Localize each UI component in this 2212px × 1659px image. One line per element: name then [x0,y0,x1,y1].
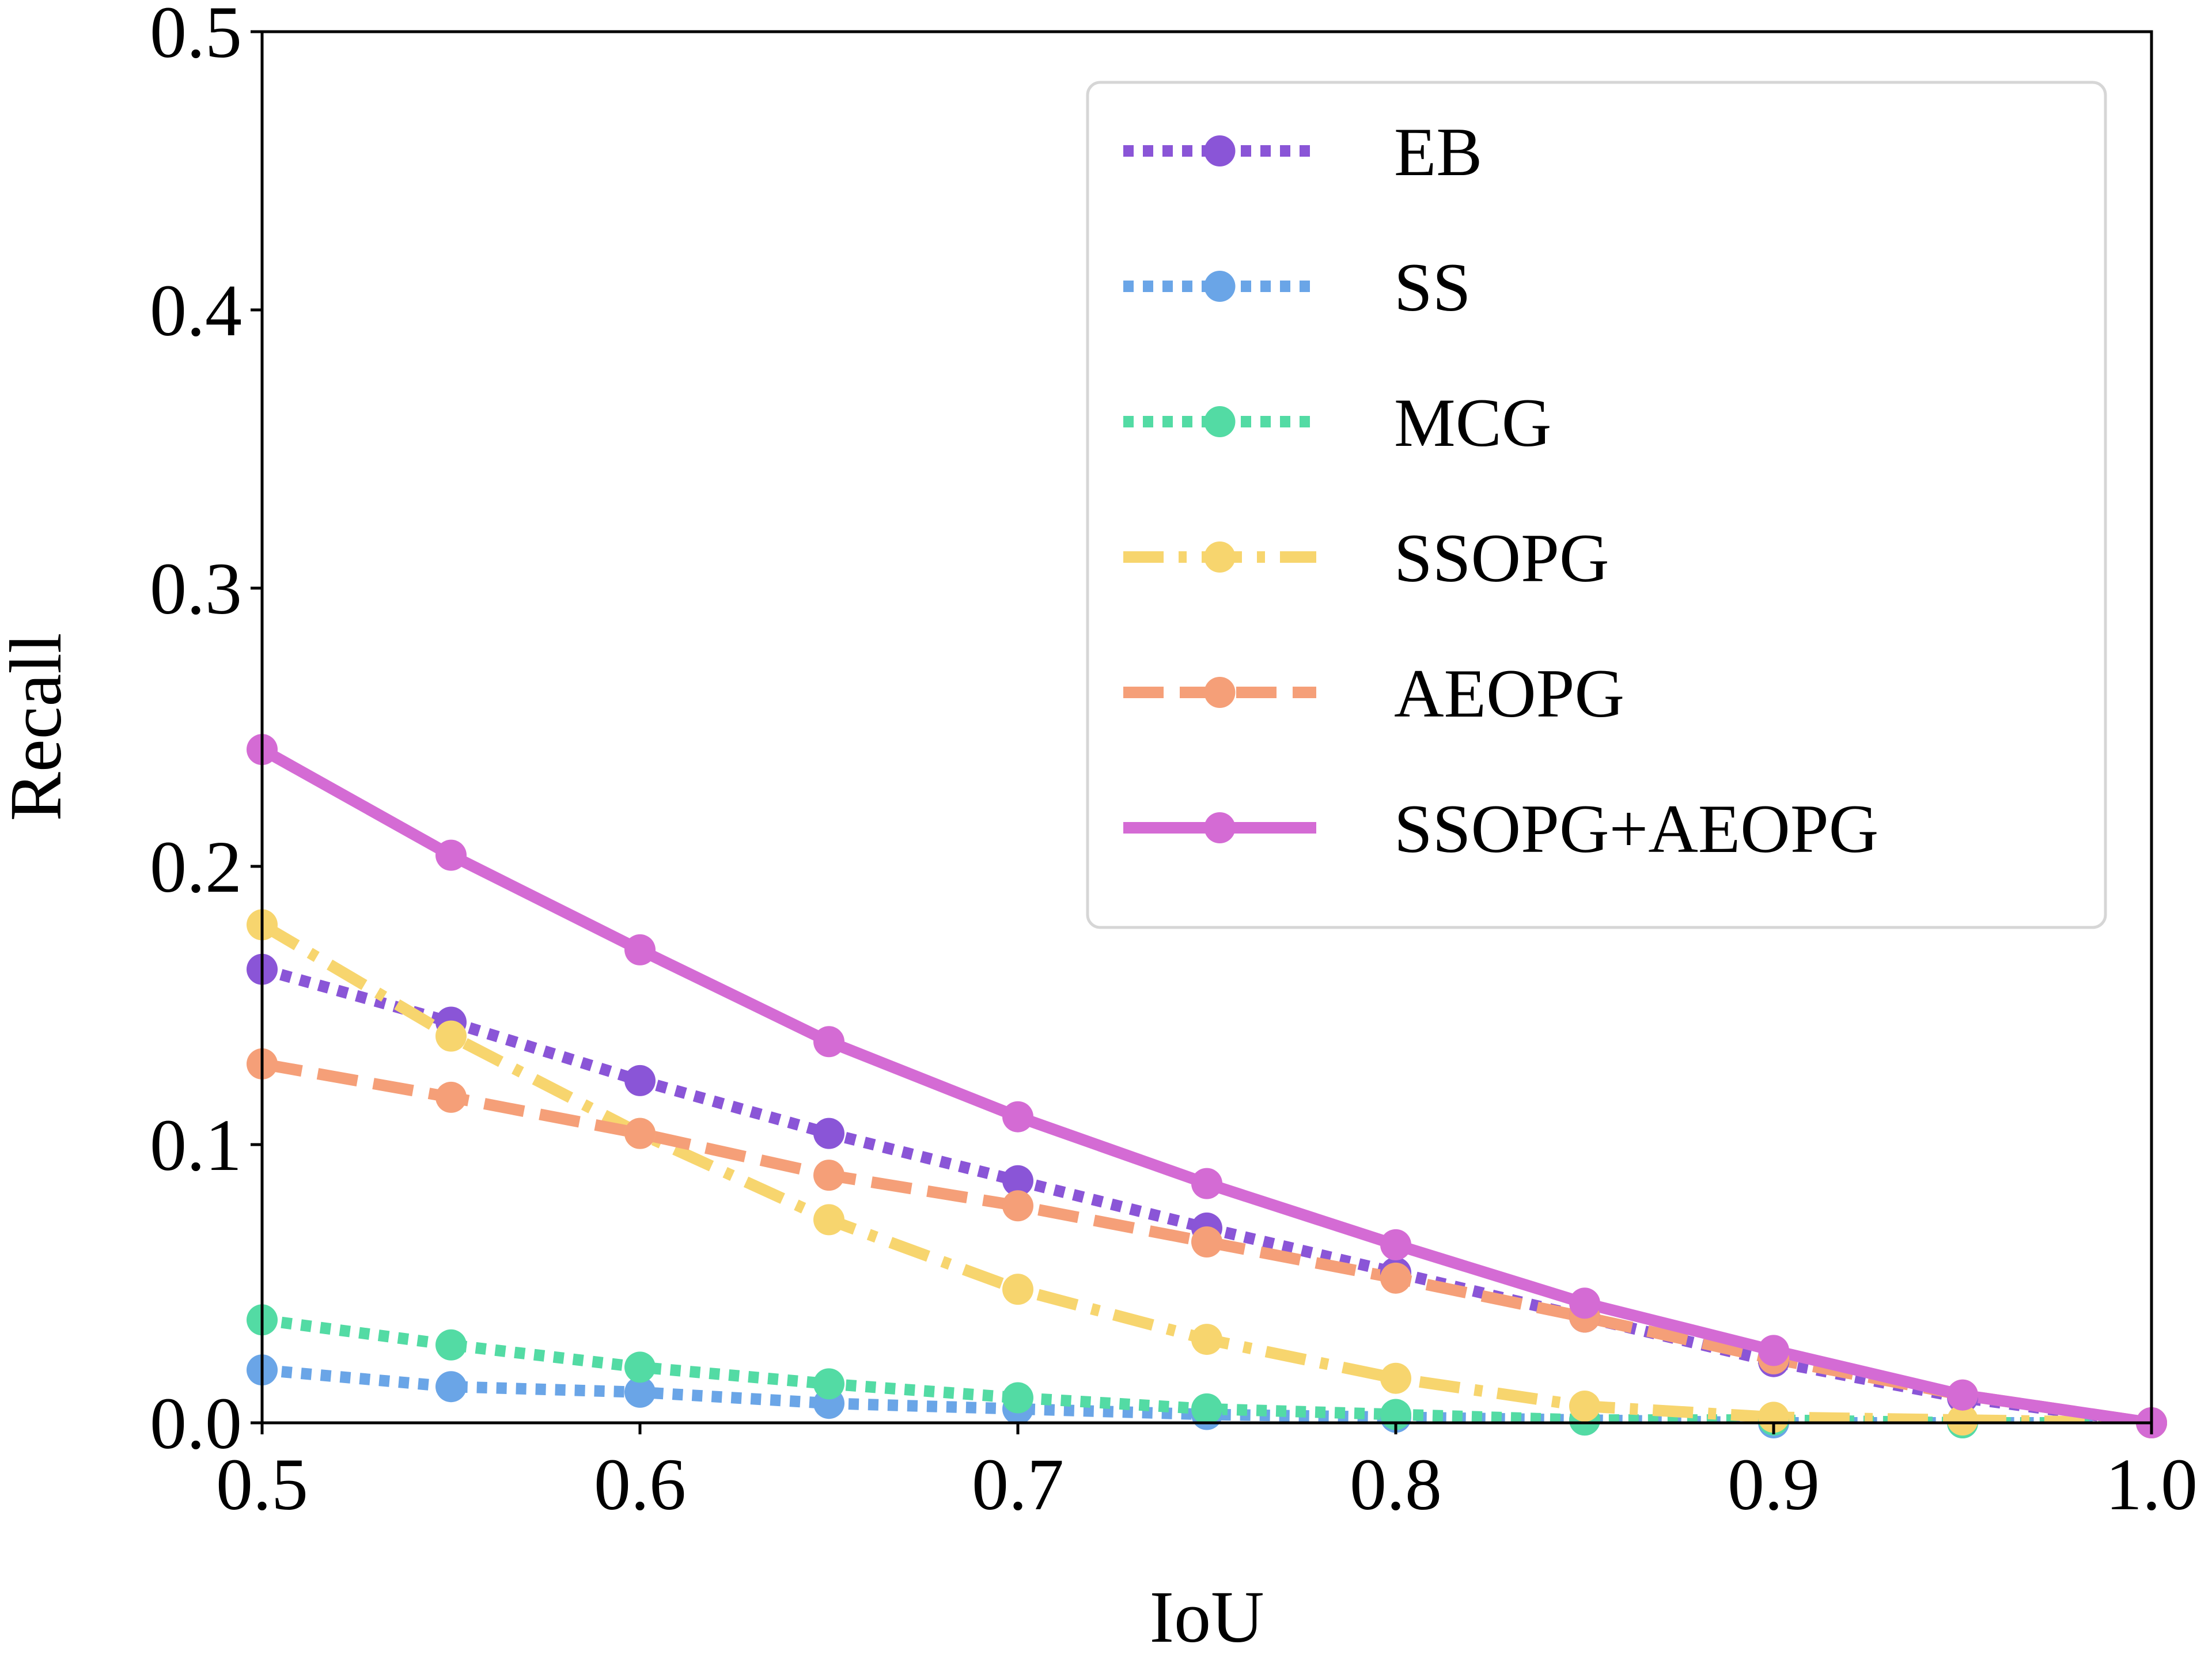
data-point-ssopg-aeopg [1191,1168,1222,1199]
data-point-ssopg-aeopg [1380,1229,1411,1260]
data-point-ssopg-aeopg [624,934,656,965]
data-point-ssopg [435,1020,467,1052]
y-axis-title: Recall [0,633,77,821]
legend: EB SS MCG SSOPG AEOPG SSOPG+AEOPG [1086,81,2107,929]
y-tick-label: 0.3 [150,548,242,630]
plot-frame [260,30,2153,1425]
data-point-ssopg [1758,1402,1789,1433]
x-tick-label: 0.7 [972,1444,1064,1525]
data-point-eb [1002,1165,1033,1196]
y-tick-label: 0.0 [150,1382,242,1464]
legend-label: SSOPG+AEOPG [1394,790,1878,867]
markers-layer [247,734,2167,1438]
data-point-ss [435,1371,467,1403]
x-tick-label: 0.8 [1350,1444,1442,1525]
data-point-ssopg-aeopg [1569,1287,1600,1319]
data-point-mcg [435,1329,467,1361]
legend-label: SS [1394,249,1471,325]
legend-swatch-marker [1204,541,1236,573]
data-point-ssopg [1191,1324,1222,1355]
data-point-ssopg-aeopg [813,1026,844,1058]
data-point-ssopg [813,1204,844,1236]
data-point-aeopg [1002,1190,1033,1222]
data-point-ssopg [1947,1404,1978,1436]
legend-swatch-marker [1204,812,1236,843]
data-point-aeopg [1380,1262,1411,1294]
y-tick-label: 0.4 [150,270,242,351]
legend-label: AEOPG [1394,655,1624,732]
legend-swatch-marker [1204,406,1236,437]
x-tick-label: 0.9 [1728,1444,1820,1525]
data-point-ssopg-aeopg [1002,1101,1033,1132]
data-point-aeopg [813,1160,844,1191]
y-tick-label: 0.2 [150,826,242,908]
data-point-aeopg [435,1081,467,1113]
data-point-mcg [624,1351,656,1383]
data-point-mcg [1191,1393,1222,1425]
x-tick-label: 0.5 [216,1444,308,1525]
data-point-ssopg-aeopg [435,839,467,871]
data-point-ssopg [1569,1391,1600,1422]
data-point-ss [624,1376,656,1408]
data-point-mcg [813,1368,844,1400]
legend-label: SSOPG [1394,520,1609,596]
data-point-ssopg-aeopg [1758,1335,1789,1366]
legend-label: MCG [1394,384,1551,461]
data-point-mcg [1002,1382,1033,1414]
x-tick-label: 0.6 [594,1444,686,1525]
data-point-aeopg [624,1118,656,1149]
data-point-eb [813,1118,844,1149]
ticks-layer: 0.5 0.6 0.7 0.8 0.9 1.0 0.0 0.1 0.2 0.3 0.4 0.5 [150,0,2198,1525]
data-point-eb [624,1065,656,1096]
x-axis-title: IoU [1149,1576,1264,1658]
legend-frame [1086,81,2107,929]
data-point-ssopg [1002,1274,1033,1305]
data-point-aeopg [1191,1226,1222,1258]
y-tick-label: 0.1 [150,1104,242,1186]
legend-swatch-marker [1204,135,1236,166]
data-point-ssopg-aeopg [1947,1379,1978,1411]
legend-swatch-marker [1204,677,1236,708]
data-point-ssopg [1380,1362,1411,1394]
x-tick-label: 1.0 [2105,1444,2198,1525]
legend-swatch-marker [1204,271,1236,302]
legend-label: EB [1394,113,1482,190]
y-tick-label: 0.5 [150,0,242,73]
